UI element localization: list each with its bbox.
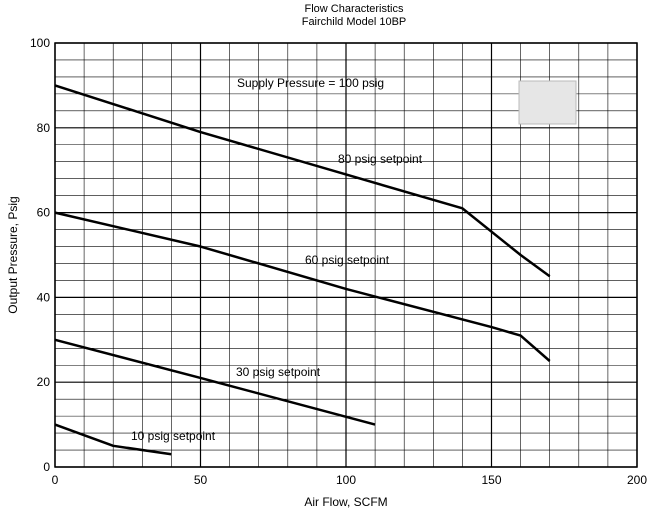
x-tick-label: 50 (194, 473, 208, 487)
x-tick-label: 200 (627, 473, 647, 487)
y-tick-label: 0 (43, 460, 50, 474)
chart-title: Flow Characteristics (304, 3, 404, 15)
series-label-30: 30 psig setpoint (236, 365, 321, 379)
series-line-1 (54, 211, 551, 362)
chart-subtitle: Fairchild Model 10BP (302, 16, 407, 28)
y-tick-label: 60 (37, 206, 51, 220)
supply-pressure-annotation: Supply Pressure = 100 psig (237, 76, 384, 90)
y-tick-label: 80 (37, 121, 51, 135)
x-axis-label: Air Flow, SCFM (304, 495, 387, 509)
y-tick-label: 100 (30, 36, 50, 50)
series-label-80: 80 psig setpoint (338, 152, 423, 166)
plot-frame (54, 42, 638, 468)
x-tick-label: 100 (336, 473, 356, 487)
legend-swatch (518, 80, 577, 125)
x-tick-label: 0 (52, 473, 59, 487)
x-tick-label: 150 (481, 473, 501, 487)
y-tick-label: 40 (37, 290, 51, 304)
series-label-60: 60 psig setpoint (305, 253, 390, 267)
y-axis-label: Output Pressure, Psig (6, 196, 20, 313)
series-label-10: 10 psig setpoint (131, 429, 216, 443)
series-lines (54, 84, 551, 456)
tick-labels: 0 50 100 150 200 0 20 40 60 80 100 (30, 36, 647, 487)
series-line-2 (54, 338, 376, 426)
series-line-0 (54, 84, 551, 278)
y-tick-label: 20 (37, 375, 51, 389)
series-line-3 (54, 423, 172, 456)
